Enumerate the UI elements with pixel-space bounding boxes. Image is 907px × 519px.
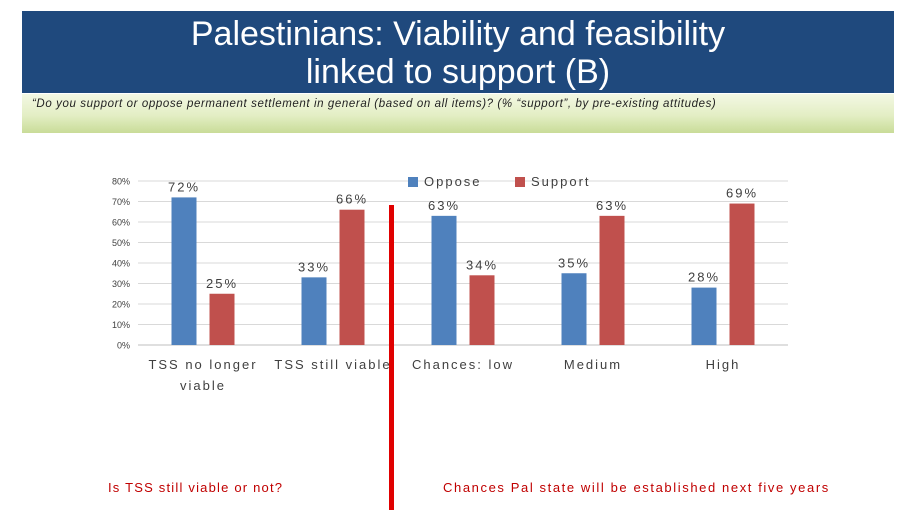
legend-swatch-support [515,177,525,187]
x-category-label: Medium [564,357,622,372]
data-label: 35% [558,255,590,270]
bar-support [469,275,495,345]
bar-oppose [431,215,457,345]
data-label: 25% [206,276,238,291]
y-tick-label: 80% [112,177,130,187]
bar-oppose [561,273,587,345]
legend-label: Support [531,174,591,189]
footer-right-caption: Chances Pal state will be established ne… [443,480,830,495]
data-label: 69% [726,186,758,201]
slide-title-line-1: Palestinians: Viability and feasibility [190,15,726,53]
slide-title: Palestinians: Viability and feasibility … [22,11,894,93]
x-category-label: TSS no longer [148,357,257,372]
y-tick-label: 60% [112,218,130,228]
bar-support [729,203,755,345]
legend-swatch-oppose [408,177,418,187]
survey-question: “Do you support or oppose permanent sett… [22,94,894,133]
data-label: 33% [298,259,330,274]
y-tick-label: 40% [112,259,130,269]
bar-oppose [301,277,327,345]
y-tick-label: 10% [112,320,130,330]
x-category-label: TSS still viable [274,357,391,372]
data-label: 63% [428,198,460,213]
bar-support [339,209,365,345]
y-tick-label: 70% [112,197,130,207]
bar-oppose [171,197,197,345]
legend-label: Oppose [424,174,482,189]
data-label: 28% [688,270,720,285]
data-label: 72% [168,179,200,194]
data-label: 66% [336,192,368,207]
bar-support [209,293,235,345]
data-label: 63% [596,198,628,213]
y-tick-label: 0% [117,341,130,351]
x-category-label: viable [180,378,226,393]
x-category-label: High [706,357,741,372]
slide-title-line-2: linked to support (B) [305,53,611,91]
section-divider [389,205,394,510]
y-tick-label: 50% [112,238,130,248]
bar-oppose [691,287,717,345]
footer-left-caption: Is TSS still viable or not? [108,480,284,495]
x-category-label: Chances: low [412,357,514,372]
data-label: 34% [466,257,498,272]
y-tick-label: 30% [112,279,130,289]
y-tick-label: 20% [112,300,130,310]
bar-support [599,215,625,345]
